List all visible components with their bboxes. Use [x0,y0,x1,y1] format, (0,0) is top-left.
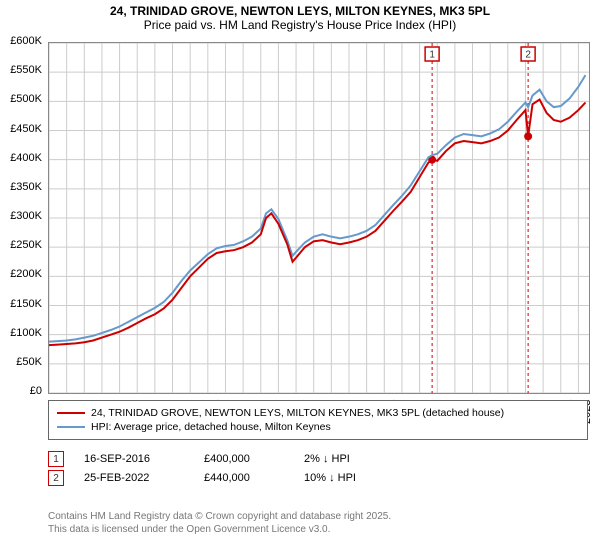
legend-label: HPI: Average price, detached house, Milt… [91,421,331,433]
legend-box: 24, TRINIDAD GROVE, NEWTON LEYS, MILTON … [48,400,588,440]
y-tick-label: £100K [0,327,42,339]
y-tick-label: £200K [0,268,42,280]
svg-text:2: 2 [525,50,531,61]
y-tick-label: £0 [0,385,42,397]
event-date: 16-SEP-2016 [84,453,204,465]
y-tick-label: £300K [0,210,42,222]
legend-label: 24, TRINIDAD GROVE, NEWTON LEYS, MILTON … [91,407,504,419]
y-tick-label: £350K [0,181,42,193]
event-table: 1 16-SEP-2016£400,0002% ↓ HPI 2 25-FEB-2022… [48,448,356,489]
event-row: 1 16-SEP-2016£400,0002% ↓ HPI [48,451,356,467]
y-tick-label: £450K [0,123,42,135]
y-tick-label: £550K [0,64,42,76]
event-marker-icon: 1 [48,451,64,467]
footer-attribution: Contains HM Land Registry data © Crown c… [48,510,391,536]
y-tick-label: £250K [0,239,42,251]
event-delta: 2% ↓ HPI [304,453,350,465]
legend-item: HPI: Average price, detached house, Milt… [57,421,579,433]
legend-swatch [57,426,85,428]
event-delta: 10% ↓ HPI [304,472,356,484]
event-date: 25-FEB-2022 [84,472,204,484]
event-marker-icon: 2 [48,470,64,486]
y-tick-label: £400K [0,152,42,164]
chart-title-line1: 24, TRINIDAD GROVE, NEWTON LEYS, MILTON … [0,4,600,18]
event-price: £400,000 [204,453,304,465]
chart-title-line2: Price paid vs. HM Land Registry's House … [0,18,600,32]
event-price: £440,000 [204,472,304,484]
line-chart: 12 [48,42,590,394]
y-tick-label: £500K [0,93,42,105]
y-tick-label: £600K [0,35,42,47]
y-tick-label: £50K [0,356,42,368]
legend-swatch [57,412,85,414]
footer-line2: This data is licensed under the Open Gov… [48,523,391,536]
svg-text:1: 1 [429,50,435,61]
legend-item: 24, TRINIDAD GROVE, NEWTON LEYS, MILTON … [57,407,579,419]
event-row: 2 25-FEB-2022£440,00010% ↓ HPI [48,470,356,486]
footer-line1: Contains HM Land Registry data © Crown c… [48,510,391,523]
y-tick-label: £150K [0,298,42,310]
